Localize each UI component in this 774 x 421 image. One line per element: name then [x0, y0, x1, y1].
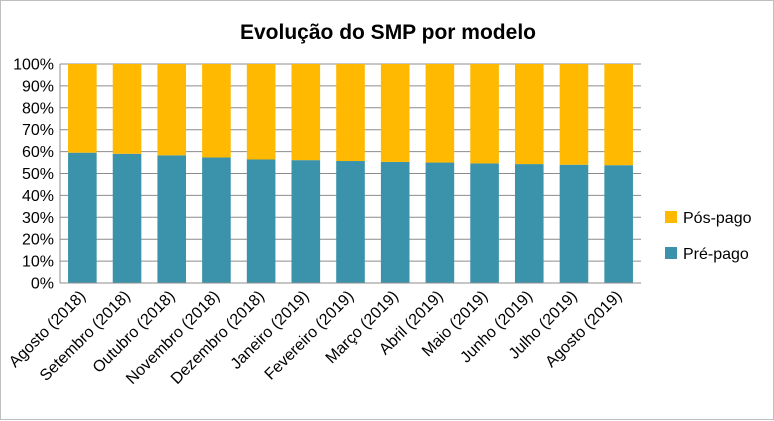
- bar-pre-pago: [604, 165, 633, 283]
- x-tick-label: Outubro (2018): [90, 288, 179, 377]
- bar-pos-pago: [202, 64, 231, 158]
- y-tick-label: 80%: [22, 100, 54, 117]
- legend: Pós-pago Pré-pago: [665, 210, 752, 263]
- y-tick-label: 20%: [22, 232, 54, 249]
- x-tick-label: Agosto (2019): [542, 288, 625, 371]
- y-tick-label: 100%: [13, 57, 54, 74]
- y-tick-label: 40%: [22, 188, 54, 205]
- y-tick-label: 0%: [31, 276, 54, 293]
- bar-pre-pago: [291, 160, 321, 283]
- x-tick-label: Janeiro (2019): [228, 288, 313, 373]
- y-tick-labels: 0% 10% 20% 30% 40% 50% 60% 70% 80% 90% 100%: [13, 57, 54, 293]
- bar-pre-pago: [202, 157, 231, 283]
- bar-pos-pago: [604, 64, 633, 166]
- legend-label: Pós-pago: [683, 210, 752, 227]
- y-tick-label: 30%: [22, 210, 54, 227]
- bar-pos-pago: [112, 64, 142, 154]
- legend-label: Pré-pago: [683, 246, 749, 263]
- y-tick-label: 10%: [22, 254, 54, 271]
- bars: [68, 64, 633, 283]
- bar-pos-pago: [157, 64, 187, 156]
- bar-pre-pago: [112, 153, 142, 283]
- y-tick-label: 70%: [22, 122, 54, 139]
- bar-pre-pago: [380, 161, 410, 283]
- bar-pre-pago: [246, 159, 276, 283]
- bar-pos-pago: [470, 64, 499, 164]
- bar-pos-pago: [514, 64, 544, 165]
- bar-pre-pago: [514, 164, 544, 283]
- bar-pos-pago: [291, 64, 321, 161]
- y-tick-label: 50%: [22, 166, 54, 183]
- bar-pos-pago: [380, 64, 410, 162]
- legend-swatch-pre-pago: [665, 247, 677, 259]
- legend-swatch-pos-pago: [665, 211, 677, 223]
- x-tick-labels: Agosto (2018)Setembro (2018)Outubro (201…: [6, 288, 625, 388]
- bar-pre-pago: [559, 164, 589, 283]
- bar-pos-pago: [425, 64, 455, 163]
- bar-pos-pago: [336, 64, 365, 162]
- bar-pre-pago: [425, 162, 455, 283]
- bar-pre-pago: [157, 155, 187, 283]
- axes: [59, 64, 641, 284]
- bar-pre-pago: [68, 152, 97, 283]
- y-tick-label: 90%: [22, 78, 54, 95]
- bar-pre-pago: [336, 161, 365, 283]
- x-tick-label: Agosto (2018): [6, 288, 89, 371]
- bar-pre-pago: [470, 163, 499, 283]
- bar-pos-pago: [246, 64, 276, 160]
- chart-title: Evolução do SMP por modelo: [240, 21, 536, 44]
- bar-pos-pago: [68, 64, 97, 153]
- bar-pos-pago: [559, 64, 589, 165]
- y-tick-label: 60%: [22, 144, 54, 161]
